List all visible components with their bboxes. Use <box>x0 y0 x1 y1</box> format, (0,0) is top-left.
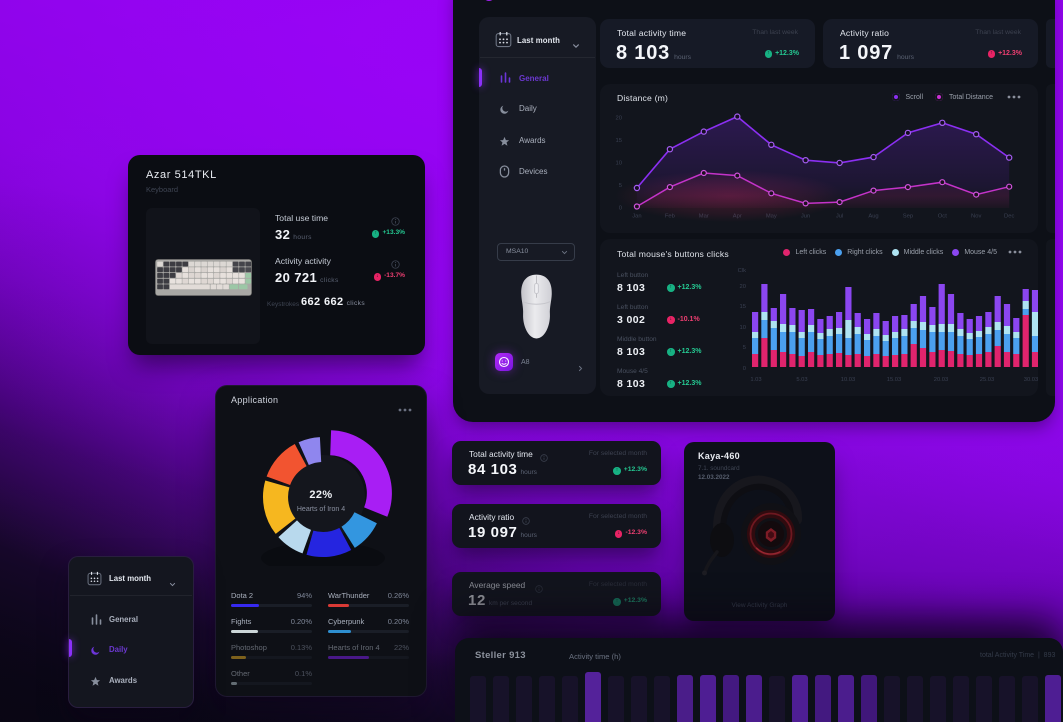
svg-text:25.03: 25.03 <box>980 377 995 383</box>
svg-text:0: 0 <box>619 206 622 212</box>
svg-text:5: 5 <box>743 345 746 351</box>
svg-text:15: 15 <box>616 138 622 144</box>
svg-text:20: 20 <box>616 116 622 122</box>
svg-text:Nov: Nov <box>971 214 981 220</box>
svg-text:15.03: 15.03 <box>887 377 902 383</box>
svg-text:Jul: Jul <box>836 214 843 220</box>
svg-text:5: 5 <box>619 183 622 189</box>
svg-text:10.03: 10.03 <box>841 377 856 383</box>
svg-text:1.03: 1.03 <box>750 377 761 383</box>
svg-text:15: 15 <box>740 304 746 310</box>
svg-text:Dec: Dec <box>1004 214 1014 220</box>
svg-text:5.03: 5.03 <box>796 377 807 383</box>
svg-text:Aug: Aug <box>868 214 878 220</box>
svg-text:10: 10 <box>740 325 746 331</box>
svg-text:30.03: 30.03 <box>1024 377 1038 383</box>
svg-text:Oct: Oct <box>938 214 947 220</box>
svg-text:10: 10 <box>616 161 622 167</box>
svg-text:Jan: Jan <box>632 214 641 220</box>
svg-text:0: 0 <box>743 366 746 372</box>
svg-text:Sep: Sep <box>903 214 913 220</box>
svg-text:20.03: 20.03 <box>934 377 949 383</box>
svg-text:Clk: Clk <box>738 268 746 274</box>
svg-text:Jun: Jun <box>801 214 810 220</box>
svg-text:20: 20 <box>740 284 746 290</box>
